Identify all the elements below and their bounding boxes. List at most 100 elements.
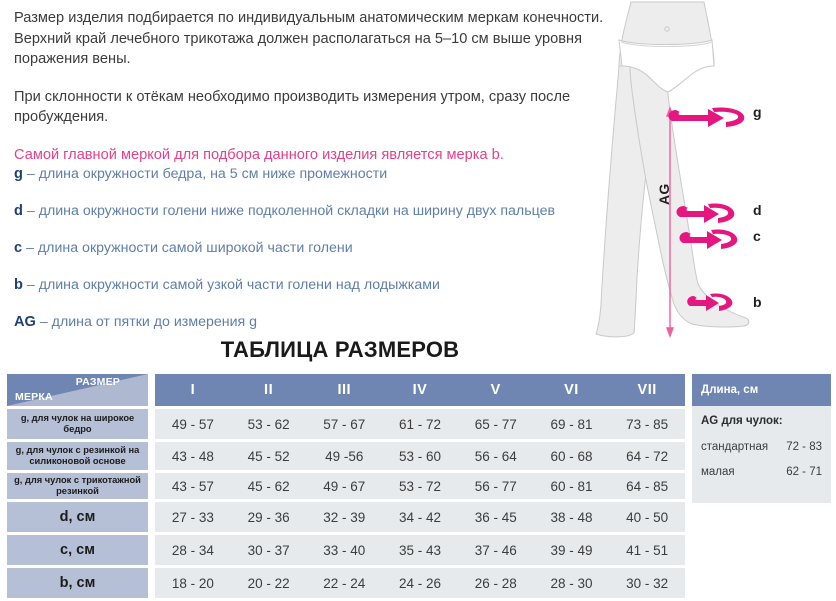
column-header-7: VII <box>637 382 657 398</box>
cell: 60 - 68 <box>550 448 593 464</box>
table-corner-cell: РАЗМЕР МЕРКА <box>7 374 148 406</box>
row-label-d: d, см <box>7 502 148 532</box>
figure-label-b: b <box>753 294 762 310</box>
row-label-c: c, см <box>7 535 148 565</box>
cell: 45 - 52 <box>247 448 290 464</box>
cell: 38 - 48 <box>550 509 593 525</box>
length-panel-header: Длина, см <box>692 374 831 406</box>
legend-key-d: d <box>14 203 23 219</box>
legend-text-b: длина окружности самой узкой части голен… <box>38 277 440 293</box>
cell: 30 - 37 <box>247 542 290 558</box>
cell: 53 - 72 <box>399 478 442 494</box>
figure-label-g: g <box>753 104 762 120</box>
legend-key-b: b <box>14 277 23 293</box>
column-header-5: V <box>490 382 501 398</box>
length-value: 62 - 71 <box>786 466 822 478</box>
cell: 64 - 85 <box>626 478 669 494</box>
cell: 26 - 28 <box>474 575 517 591</box>
cell: 41 - 51 <box>626 542 669 558</box>
row-cells: 43 - 48 45 - 52 49 -56 53 - 60 56 - 64 6… <box>155 442 685 470</box>
cell: 30 - 32 <box>626 575 669 591</box>
table-row: c, см 28 - 34 30 - 37 33 - 40 35 - 43 37… <box>7 535 685 565</box>
length-panel-caption: AG для чулок: <box>701 415 783 427</box>
b-measure-arrow <box>687 293 733 311</box>
row-cells: 28 - 34 30 - 37 33 - 40 35 - 43 37 - 46 … <box>155 535 685 565</box>
cell: 36 - 45 <box>474 509 517 525</box>
row-label-b: b, см <box>7 568 148 598</box>
table-row: g, для чулок с резинкой на силиконовой о… <box>7 442 685 470</box>
legend-item-b: b – длина окружности самой узкой части г… <box>14 276 614 294</box>
cell: 40 - 50 <box>626 509 669 525</box>
body-silhouette-svg <box>595 1 750 338</box>
legend-dash-ag: – <box>35 314 52 330</box>
cell: 56 - 64 <box>474 448 517 464</box>
intro-text-block: Размер изделия подбирается по индивидуал… <box>14 8 604 184</box>
intro-paragraph-1: Размер изделия подбирается по индивидуал… <box>14 10 604 67</box>
row-cells: 49 - 57 53 - 62 57 - 67 61 - 72 65 - 77 … <box>155 409 685 439</box>
table-row: b, см 18 - 20 20 - 22 22 - 24 24 - 26 26… <box>7 568 685 598</box>
length-row-small: малая 62 - 71 <box>701 466 822 478</box>
cell: 57 - 67 <box>323 416 366 432</box>
row-cells: 27 - 33 29 - 36 32 - 39 34 - 42 36 - 45 … <box>155 502 685 532</box>
size-table: РАЗМЕР МЕРКА I II III IV V VI VII g, для… <box>7 374 685 601</box>
legend-text-c: длина окружности самой широкой части гол… <box>37 240 353 256</box>
c-measure-arrow <box>679 229 738 249</box>
figure-label-c: c <box>753 228 761 244</box>
cell: 34 - 42 <box>399 509 442 525</box>
row-label-g-knit-band: g, для чулок с трикотажной резинкой <box>7 473 148 499</box>
column-header-2: II <box>264 382 274 398</box>
cell: 49 -56 <box>325 448 364 464</box>
cell: 53 - 60 <box>399 448 442 464</box>
column-header-1: I <box>190 382 196 398</box>
measurement-legend: g – длина окружности бедра, на 5 см ниже… <box>14 165 614 350</box>
legend-dash-g: – <box>22 166 39 182</box>
column-header-3: III <box>337 382 352 398</box>
legend-text-g: длина окружности бедра, на 5 см ниже про… <box>38 166 388 182</box>
cell: 35 - 43 <box>399 542 442 558</box>
table-row: g, для чулок с трикотажной резинкой 43 -… <box>7 473 685 499</box>
legend-dash-c: – <box>22 240 38 256</box>
legend-text-ag: длина от пятки до измерения g <box>51 314 258 330</box>
legend-item-ag: AG – длина от пятки до измерения g <box>14 313 614 331</box>
legend-dash-b: – <box>22 277 39 293</box>
table-row: d, см 27 - 33 29 - 36 32 - 39 34 - 42 36… <box>7 502 685 532</box>
legend-key-g: g <box>14 166 23 182</box>
cell: 61 - 72 <box>399 416 442 432</box>
table-column-headers: I II III IV V VI VII <box>155 374 685 406</box>
cell: 22 - 24 <box>323 575 366 591</box>
cell: 45 - 62 <box>247 478 290 494</box>
cell: 20 - 22 <box>247 575 290 591</box>
legend-text-d: длина окружности голени ниже подколенной… <box>38 203 555 219</box>
length-row-standard: стандартная 72 - 83 <box>701 441 822 453</box>
d-measure-arrow <box>676 203 735 223</box>
legend-item-c: c – длина окружности самой широкой части… <box>14 239 614 257</box>
cell: 29 - 36 <box>247 509 290 525</box>
cell: 64 - 72 <box>626 448 669 464</box>
cell: 53 - 62 <box>247 416 290 432</box>
underwear-shape <box>618 39 715 93</box>
cell: 65 - 77 <box>474 416 517 432</box>
row-cells: 43 - 57 45 - 62 49 - 67 53 - 72 56 - 77 … <box>155 473 685 499</box>
navel-mark <box>664 26 670 32</box>
g-measure-arrow <box>668 107 745 127</box>
legend-dash-d: – <box>22 203 39 219</box>
cell: 24 - 26 <box>399 575 442 591</box>
corner-column-header: РАЗМЕР <box>75 376 120 388</box>
cell: 60 - 81 <box>550 478 593 494</box>
key-measure-note: Самой главной меркой для подбора данного… <box>14 146 504 163</box>
row-cells: 18 - 20 20 - 22 22 - 24 24 - 26 26 - 28 … <box>155 568 685 598</box>
cell: 43 - 48 <box>171 448 214 464</box>
cell: 69 - 81 <box>550 416 593 432</box>
corner-row-header: МЕРКА <box>15 391 53 403</box>
cell: 39 - 49 <box>550 542 593 558</box>
cell: 28 - 30 <box>550 575 593 591</box>
length-panel: Длина, см AG для чулок: стандартная 72 -… <box>692 374 831 503</box>
waist-line <box>620 41 713 47</box>
cell: 32 - 39 <box>323 509 366 525</box>
cell: 49 - 57 <box>171 416 214 432</box>
intro-paragraph-2: При склонности к отёкам необходимо произ… <box>14 88 571 126</box>
cell: 43 - 57 <box>171 478 214 494</box>
column-header-6: VI <box>564 382 579 398</box>
cell: 49 - 67 <box>323 478 366 494</box>
legend-item-g: g – длина окружности бедра, на 5 см ниже… <box>14 165 614 183</box>
